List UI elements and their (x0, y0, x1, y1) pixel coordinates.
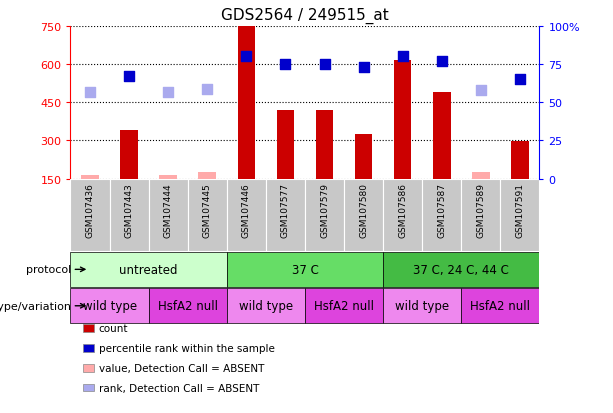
Point (437, 59, 447, 65)
Text: wild type: wild type (83, 299, 137, 313)
Bar (394, 60, 411, 179)
Bar (199, 172, 216, 179)
Bar (511, 142, 528, 179)
Bar (462, 179, 500, 252)
Point (85, 89, 95, 96)
Text: value, Detection Call = ABSENT: value, Detection Call = ABSENT (99, 363, 264, 373)
Text: genotype/variation: genotype/variation (0, 301, 71, 311)
Title: GDS2564 / 249515_at: GDS2564 / 249515_at (221, 8, 389, 24)
Point (359, 65, 368, 71)
Text: 37 C: 37 C (292, 263, 318, 276)
Bar (227, 252, 383, 287)
Bar (500, 179, 539, 252)
Text: GSM107577: GSM107577 (281, 183, 290, 238)
Bar (276, 111, 294, 179)
Bar (383, 289, 462, 323)
Bar (238, 27, 255, 179)
Text: count: count (99, 323, 128, 333)
Bar (344, 179, 383, 252)
Text: wild type: wild type (395, 299, 449, 313)
Point (163, 89, 173, 96)
Bar (305, 179, 344, 252)
Text: GSM107443: GSM107443 (124, 183, 134, 237)
Text: percentile rank within the sample: percentile rank within the sample (99, 343, 275, 353)
Point (242, 54, 251, 61)
Text: rank, Detection Call = ABSENT: rank, Detection Call = ABSENT (99, 383, 259, 393)
Bar (149, 179, 188, 252)
Bar (227, 179, 266, 252)
Bar (433, 93, 451, 179)
Bar (82, 176, 99, 179)
Point (281, 62, 291, 68)
Bar (422, 179, 462, 252)
Text: 37 C, 24 C, 44 C: 37 C, 24 C, 44 C (413, 263, 509, 276)
Bar (227, 289, 305, 323)
Text: GSM107446: GSM107446 (242, 183, 251, 237)
Text: GSM107589: GSM107589 (476, 183, 485, 238)
Text: GSM107586: GSM107586 (398, 183, 407, 238)
Point (476, 88, 485, 94)
Bar (70, 289, 149, 323)
Text: protocol: protocol (26, 265, 71, 275)
Bar (383, 179, 422, 252)
Bar (110, 179, 149, 252)
Bar (159, 176, 177, 179)
Point (515, 77, 525, 83)
Bar (383, 252, 539, 287)
Point (202, 86, 212, 93)
Bar (305, 289, 383, 323)
Bar (70, 179, 110, 252)
Point (124, 74, 134, 81)
Bar (316, 111, 333, 179)
Text: GSM107445: GSM107445 (203, 183, 211, 237)
Point (319, 62, 329, 68)
Bar (70, 252, 227, 287)
Text: GSM107591: GSM107591 (516, 183, 524, 238)
Text: GSM107580: GSM107580 (359, 183, 368, 238)
Point (398, 54, 408, 61)
Text: GSM107444: GSM107444 (164, 183, 173, 237)
Text: untreated: untreated (120, 263, 178, 276)
Bar (462, 289, 539, 323)
Text: HsfA2 null: HsfA2 null (470, 299, 530, 313)
Bar (188, 179, 227, 252)
Text: wild type: wild type (239, 299, 293, 313)
Bar (355, 135, 372, 179)
Text: HsfA2 null: HsfA2 null (314, 299, 374, 313)
Text: GSM107579: GSM107579 (320, 183, 329, 238)
Text: HsfA2 null: HsfA2 null (158, 299, 218, 313)
Bar (266, 179, 305, 252)
Bar (120, 131, 138, 179)
Bar (472, 172, 490, 179)
Text: GSM107436: GSM107436 (86, 183, 94, 237)
Text: GSM107587: GSM107587 (437, 183, 446, 238)
Bar (149, 289, 227, 323)
